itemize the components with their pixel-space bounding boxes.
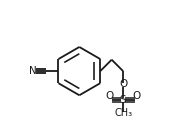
Text: N: N xyxy=(29,66,37,76)
Text: CH₃: CH₃ xyxy=(114,108,132,118)
Text: O: O xyxy=(133,91,141,101)
Text: O: O xyxy=(119,80,127,89)
Text: S: S xyxy=(120,95,126,105)
Text: O: O xyxy=(105,91,113,101)
